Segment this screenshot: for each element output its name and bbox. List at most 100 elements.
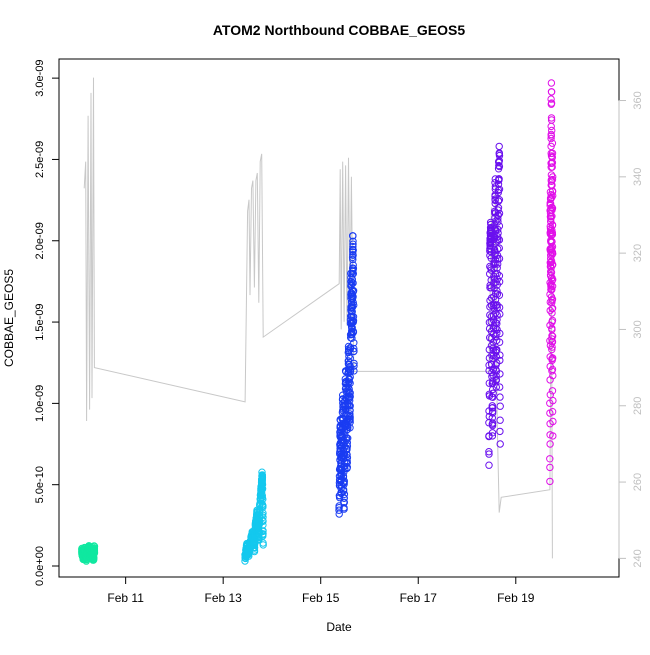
axes-group: Feb 11 Feb 13 Feb 15 Feb 17 Feb 19 0.0e+00 5.0…	[34, 58, 644, 605]
x-tick-label: Feb 17	[400, 591, 438, 605]
data-point	[547, 88, 556, 96]
data-point	[495, 222, 504, 230]
data-point	[349, 261, 357, 269]
chart-title: ATOM2 Northbound COBBAE_GEOS5	[213, 22, 465, 38]
data-point	[549, 191, 557, 200]
data-point	[345, 378, 353, 386]
y2-tick-label: 260	[632, 473, 644, 491]
data-point	[549, 249, 557, 258]
data-point	[346, 402, 354, 410]
data-point	[340, 504, 348, 512]
data-point	[492, 324, 500, 332]
data-point	[258, 491, 266, 500]
data-point	[549, 432, 557, 440]
data-point	[350, 301, 358, 309]
data-point	[496, 427, 504, 436]
data-point	[547, 99, 556, 107]
data-point	[259, 530, 267, 538]
data-point	[350, 362, 358, 370]
data-point	[495, 236, 504, 244]
data-point	[489, 407, 497, 415]
data-point	[348, 303, 356, 311]
data-point	[496, 310, 504, 318]
y-tick-label: 2.5e-09	[34, 141, 46, 178]
data-point	[548, 175, 557, 184]
data-point	[258, 468, 266, 476]
x-tick-label: Feb 11	[107, 591, 144, 605]
data-point	[340, 477, 348, 485]
y-tick-label: 1.0e-09	[34, 385, 46, 422]
data-point	[549, 173, 557, 181]
data-point	[548, 345, 556, 354]
data-point	[496, 440, 504, 448]
data-point	[339, 486, 348, 494]
x-axis: Feb 11 Feb 13 Feb 15 Feb 17 Feb 19	[107, 576, 535, 605]
data-point	[350, 347, 358, 356]
data-point	[349, 298, 357, 307]
data-point	[548, 285, 556, 294]
data-point	[494, 180, 503, 188]
data-point	[493, 264, 501, 272]
data-point	[492, 309, 500, 317]
data-point	[548, 304, 557, 312]
data-point	[486, 262, 494, 271]
x-axis-label: Date	[326, 620, 352, 634]
data-point	[349, 313, 358, 321]
data-point	[493, 290, 502, 298]
y-axis-label: COBBAE_GEOS5	[2, 269, 16, 367]
data-point	[349, 328, 358, 336]
data-point	[343, 464, 351, 473]
data-point	[349, 251, 357, 259]
y2-tick-label: 300	[632, 320, 644, 338]
data-point	[546, 477, 554, 486]
y2-tick-label: 280	[632, 397, 644, 415]
data-point	[250, 546, 259, 554]
y-axis: 0.0e+00 5.0e-10 1.0e-09 1.5e-09 2.0e-09 2.5e-…	[34, 59, 60, 586]
x-tick-label: Feb 15	[302, 591, 340, 605]
data-point	[258, 471, 266, 479]
y2-axis: 240 260 280 300 320 340 360	[618, 91, 644, 568]
data-point	[546, 440, 554, 448]
data-point	[349, 246, 357, 254]
data-point	[340, 498, 348, 507]
y2-tick-label: 340	[632, 168, 644, 186]
series-2	[241, 468, 267, 565]
data-point	[258, 500, 267, 509]
data-point	[548, 316, 557, 325]
data-point	[346, 416, 354, 424]
data-point	[346, 424, 354, 432]
data-point	[348, 324, 356, 332]
data-point	[494, 211, 502, 219]
data-point	[350, 367, 358, 375]
data-point	[495, 157, 503, 165]
secondary-line-group	[83, 77, 553, 559]
data-point	[494, 188, 502, 197]
data-point	[548, 332, 557, 340]
x-tick-label: Feb 13	[204, 591, 242, 605]
data-point	[493, 304, 501, 312]
data-point	[90, 544, 99, 552]
data-point	[251, 540, 259, 548]
data-point	[548, 242, 557, 251]
data-point	[350, 344, 358, 353]
data-point	[548, 153, 556, 162]
y-tick-label: 3.0e-09	[34, 59, 46, 96]
data-point	[495, 185, 504, 194]
data-point	[346, 373, 354, 381]
data-point	[496, 329, 504, 338]
data-point	[548, 163, 556, 171]
data-point	[548, 387, 557, 395]
y2-tick-label: 360	[632, 91, 644, 109]
data-point	[348, 308, 356, 316]
data-point	[485, 448, 493, 456]
data-point	[494, 225, 502, 234]
data-point	[491, 175, 499, 183]
data-point	[495, 162, 504, 171]
data-point	[349, 318, 357, 326]
data-point	[549, 371, 557, 380]
data-point	[495, 151, 504, 160]
data-point	[549, 354, 557, 362]
series-group	[78, 79, 557, 565]
data-point	[489, 389, 497, 397]
data-point	[346, 354, 354, 362]
